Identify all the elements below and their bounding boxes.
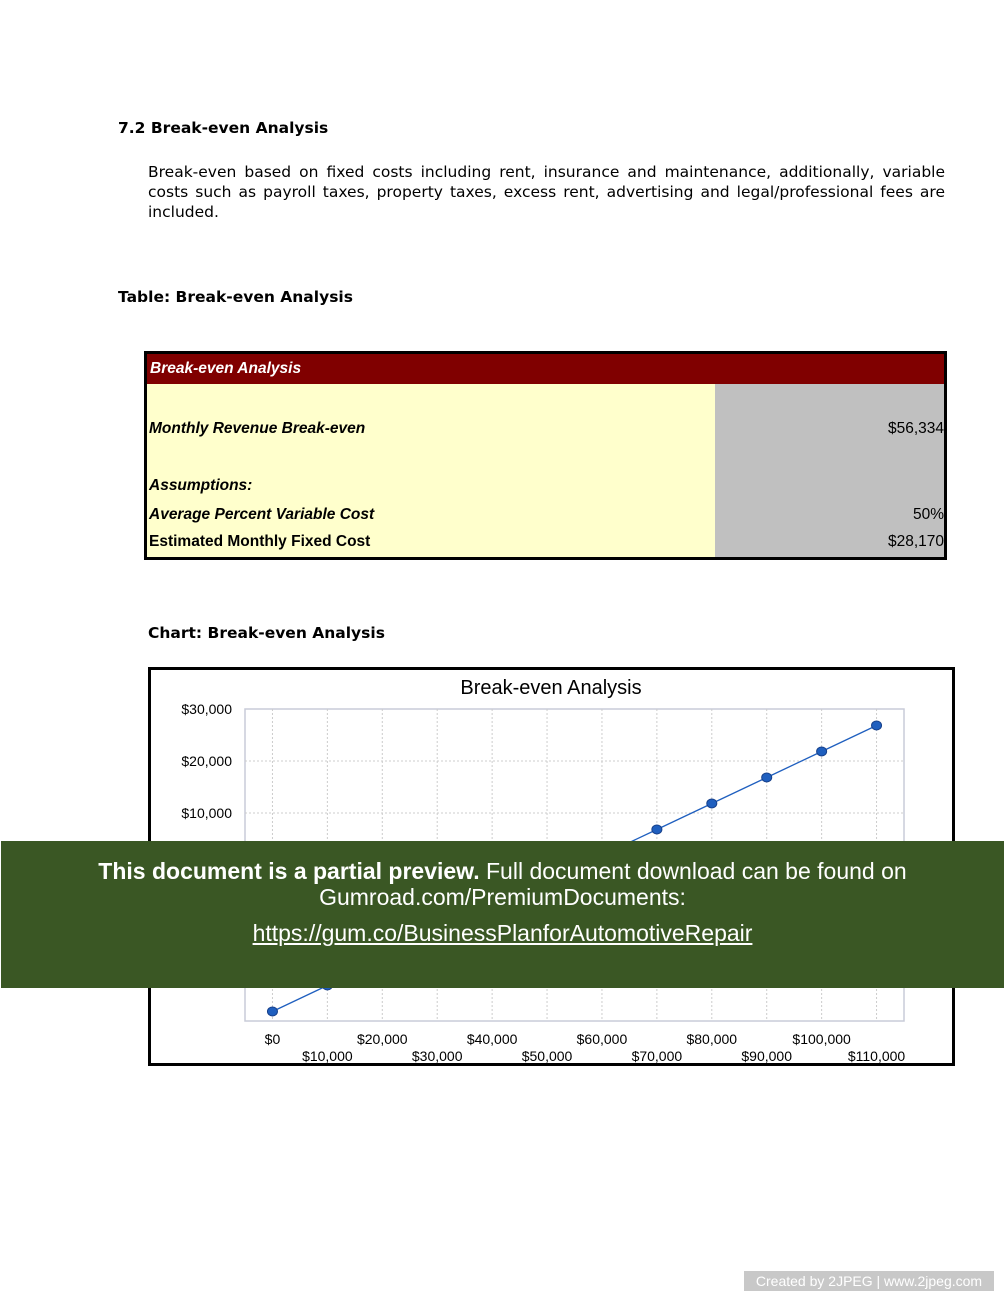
data-point	[761, 772, 773, 783]
x-tick-label: $90,000	[741, 1048, 792, 1063]
data-point	[266, 1006, 278, 1017]
chart-title: Break-even Analysis	[460, 677, 641, 699]
download-link[interactable]: https://gum.co/BusinessPlanforAutomotive…	[252, 920, 753, 946]
x-tick-label: $80,000	[686, 1031, 737, 1047]
data-point	[816, 746, 828, 757]
intro-paragraph: Break-even based on fixed costs includin…	[148, 163, 945, 221]
data-point	[871, 720, 883, 731]
break-even-table: Break-even Analysis Monthly Revenue Brea…	[144, 351, 947, 560]
x-tick-label: $70,000	[632, 1048, 683, 1063]
data-point	[706, 798, 718, 809]
x-tick-label: $30,000	[412, 1048, 463, 1063]
table-caption: Table: Break-even Analysis	[118, 288, 353, 306]
y-tick-label: $10,000	[181, 805, 232, 821]
table-header: Break-even Analysis	[147, 354, 944, 384]
y-tick-label: $20,000	[181, 753, 232, 769]
x-tick-label: $40,000	[467, 1031, 518, 1047]
chart-caption: Chart: Break-even Analysis	[148, 624, 385, 642]
x-tick-label: $0	[265, 1031, 281, 1047]
data-point	[651, 824, 663, 835]
value-column	[715, 384, 944, 557]
x-tick-label: $20,000	[357, 1031, 408, 1047]
banner-message: This document is a partial preview. Full…	[98, 858, 907, 910]
watermark: Created by 2JPEG | www.2jpeg.com	[744, 1271, 994, 1291]
table-row: Assumptions:	[149, 477, 253, 494]
x-tick-label: $60,000	[577, 1031, 628, 1047]
x-tick-label: $50,000	[522, 1048, 573, 1063]
section-title: 7.2 Break-even Analysis	[118, 119, 329, 137]
x-tick-label: $10,000	[302, 1048, 353, 1063]
table-row: Estimated Monthly Fixed Cost $28,170	[149, 533, 944, 550]
x-tick-label: $110,000	[848, 1048, 906, 1063]
preview-banner: This document is a partial preview. Full…	[1, 841, 1004, 988]
table-row: Monthly Revenue Break-even $56,334	[149, 420, 944, 437]
table-row: Average Percent Variable Cost 50%	[149, 506, 944, 523]
x-tick-label: $100,000	[792, 1031, 851, 1047]
y-tick-label: $30,000	[181, 701, 232, 717]
